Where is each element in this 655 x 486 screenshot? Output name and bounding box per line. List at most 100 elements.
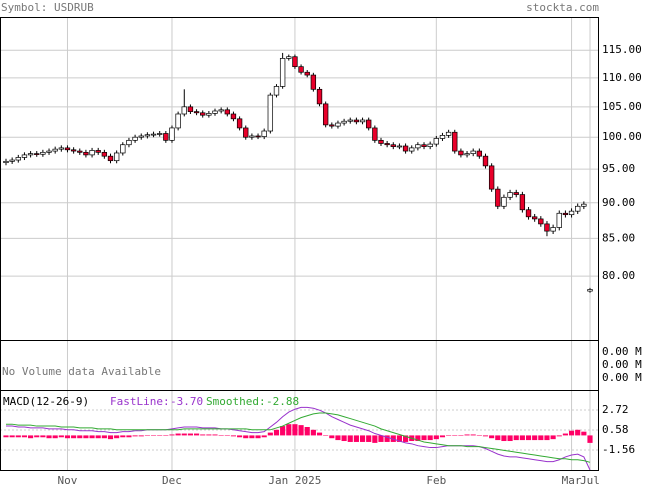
candle-body <box>415 144 421 149</box>
candle-body <box>224 109 230 115</box>
y-tick-label: 95.00 <box>602 162 635 175</box>
candle-body <box>200 112 206 116</box>
histogram-bar <box>495 435 501 441</box>
histogram-bar <box>52 435 58 439</box>
macd-line <box>6 406 591 471</box>
histogram-bar <box>575 429 581 436</box>
histogram-bar <box>144 435 150 436</box>
y-tick-label: 110.00 <box>602 71 642 84</box>
candle-body <box>390 144 396 147</box>
histogram-bar <box>421 435 427 441</box>
candle-body <box>64 147 71 151</box>
histogram-bar <box>46 435 52 439</box>
histogram-bar <box>378 435 384 442</box>
histogram-bar <box>482 435 489 437</box>
histogram-bar <box>384 435 390 442</box>
candle-body <box>396 145 403 148</box>
candle-body <box>409 147 415 152</box>
histogram-bar <box>562 433 568 436</box>
candle-body <box>384 143 390 146</box>
candle-body <box>433 138 439 145</box>
candle-body <box>562 212 569 216</box>
site-label: stockta.com <box>526 1 599 14</box>
candle-body <box>261 130 267 137</box>
histogram-bar <box>21 435 28 438</box>
histogram-bar <box>372 435 378 443</box>
candle-body <box>286 56 292 59</box>
histogram-bar <box>347 435 353 442</box>
histogram-bar <box>507 435 513 442</box>
candle-body <box>476 150 483 157</box>
histogram-bar <box>329 435 335 439</box>
candle-body <box>341 120 347 124</box>
histogram-bar <box>464 434 470 436</box>
candle-body <box>230 113 237 120</box>
candle-body <box>89 150 95 156</box>
candle-body <box>464 153 470 156</box>
candle-body <box>587 289 593 292</box>
candle-body <box>236 118 243 129</box>
histogram-bar <box>3 435 9 438</box>
macd-title: MACD(12-26-9) <box>3 395 89 408</box>
histogram-bar <box>433 435 439 440</box>
candle-body <box>46 150 52 153</box>
candle-body <box>144 134 151 137</box>
candle-body <box>501 196 507 207</box>
histogram-bar <box>249 435 255 439</box>
candle-body <box>470 150 476 154</box>
histogram-bar <box>83 435 89 439</box>
histogram-bar <box>267 432 273 436</box>
legend-value: -2.88 <box>266 395 299 408</box>
histogram-bar <box>568 430 575 436</box>
candle-body <box>298 66 304 73</box>
candle-body <box>304 71 310 76</box>
candle-body <box>212 110 218 114</box>
candle-body <box>107 155 114 162</box>
histogram-bar <box>212 434 218 436</box>
histogram-bar <box>427 435 433 441</box>
candle-body <box>445 131 452 136</box>
candle-body <box>575 205 581 212</box>
histogram-bar <box>581 431 587 436</box>
candle-body <box>531 216 538 220</box>
legend-value: -3.70 <box>170 395 203 408</box>
histogram-bar <box>550 435 556 440</box>
candle-body <box>482 155 489 167</box>
candle-body <box>9 159 15 162</box>
histogram-bar <box>230 435 237 437</box>
candle-body <box>507 192 513 198</box>
histogram-bar <box>532 435 538 441</box>
histogram-bar <box>64 435 71 439</box>
histogram-bar <box>71 435 77 439</box>
candle-body <box>255 135 261 138</box>
candle-body <box>550 227 556 232</box>
candle-body <box>366 119 372 129</box>
histogram-bar <box>446 435 452 436</box>
histogram-bar <box>101 435 107 439</box>
volume-tick-label: 0.00 M <box>602 371 642 384</box>
histogram-bar <box>58 435 64 438</box>
candle-body <box>157 133 163 135</box>
y-tick-label: 2.72 <box>602 403 629 416</box>
candle-body <box>316 88 323 105</box>
histogram-bar <box>206 434 212 436</box>
candle-body <box>581 203 587 207</box>
histogram-bar <box>458 435 464 436</box>
histogram-bar <box>132 435 138 437</box>
y-tick-label: 115.00 <box>602 43 642 56</box>
candle-body <box>556 212 562 228</box>
candle-body <box>273 86 280 96</box>
volume-message: No Volume data Available <box>2 365 161 378</box>
candle-body <box>175 113 181 129</box>
y-tick-label: 100.00 <box>602 130 642 143</box>
histogram-bar <box>126 435 132 438</box>
histogram-bar <box>95 435 101 439</box>
histogram-bar <box>587 435 593 443</box>
candle-body <box>347 119 353 122</box>
histogram-bar <box>513 435 519 441</box>
histogram-bar <box>15 435 21 438</box>
candle-body <box>169 127 175 141</box>
histogram-bar <box>396 435 403 442</box>
histogram-bar <box>286 424 292 436</box>
candle-body <box>27 153 34 156</box>
